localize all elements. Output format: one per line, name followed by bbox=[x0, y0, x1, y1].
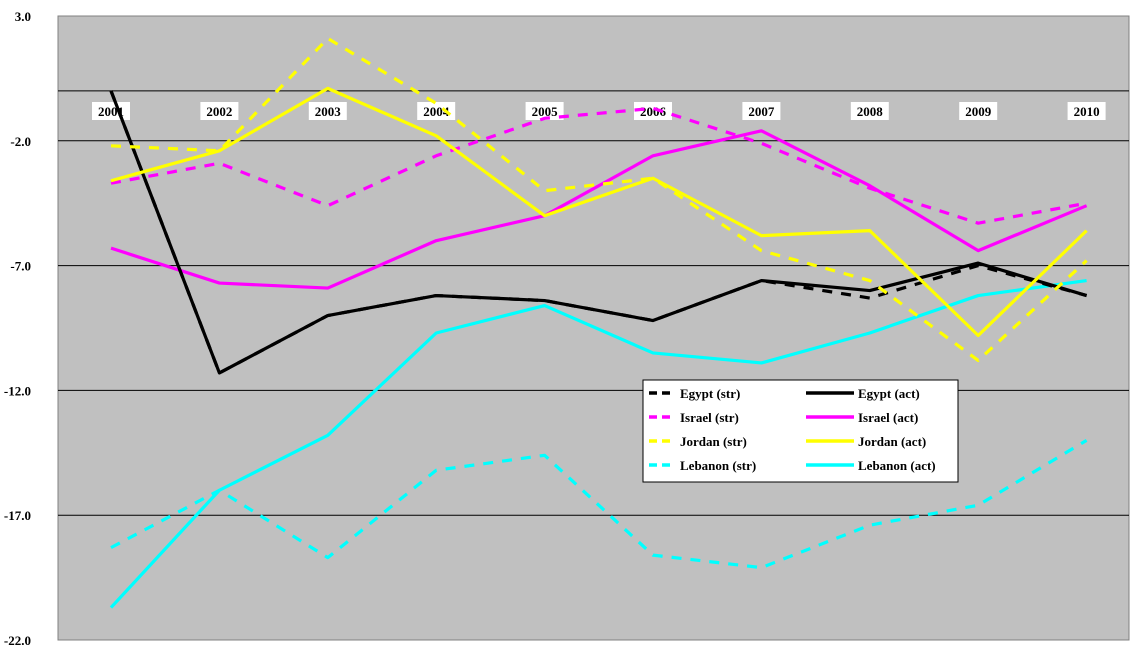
legend-label: Egypt (str) bbox=[680, 386, 740, 401]
x-tick-label-bg bbox=[417, 102, 456, 120]
legend: Egypt (str) Egypt (act) Israel (str) Israel… bbox=[642, 379, 959, 483]
y-tick-label: -17.0 bbox=[4, 508, 31, 523]
x-tick-label: 2010 bbox=[1074, 104, 1100, 119]
x-tick-label: 2005 bbox=[532, 104, 559, 119]
y-tick-label: -12.0 bbox=[4, 383, 31, 398]
legend-label: Jordan (act) bbox=[858, 434, 926, 449]
legend-box bbox=[642, 379, 959, 483]
series-line-egypt-act bbox=[109, 90, 1088, 375]
x-tick-label: 2009 bbox=[965, 104, 992, 119]
series-line-lebanon-act bbox=[109, 278, 1087, 609]
x-tick-label-bg bbox=[525, 102, 564, 120]
legend-label: Lebanon (act) bbox=[858, 458, 936, 473]
x-tick-label: 2006 bbox=[640, 104, 667, 119]
legend-label: Jordan (str) bbox=[680, 434, 747, 449]
x-tick-label-bg bbox=[1067, 102, 1106, 120]
x-tick-label: 2007 bbox=[748, 104, 775, 119]
x-tick-label: 2002 bbox=[206, 104, 232, 119]
legend-label: Lebanon (str) bbox=[680, 458, 756, 473]
series-line-jordan-act bbox=[110, 86, 1088, 338]
x-tick-label-bg bbox=[634, 102, 672, 120]
series-line-israel-str bbox=[110, 106, 1087, 225]
legend-label: Israel (str) bbox=[680, 410, 739, 425]
x-tick-label-bg bbox=[959, 102, 998, 120]
series-group bbox=[109, 36, 1088, 609]
x-tick-label-bg bbox=[850, 102, 889, 120]
y-axis-ticks: 3.0 -2.0 -7.0 -12.0 -17.0 -22.0 bbox=[4, 9, 31, 648]
legend-label: Israel (act) bbox=[858, 410, 918, 425]
legend-label: Egypt (act) bbox=[858, 386, 920, 401]
series-line-lebanon-str bbox=[110, 438, 1088, 570]
x-axis-ticks: 2001 2002 2003 2004 2005 2006 2007 2008 2009 2010 bbox=[92, 102, 1106, 120]
x-tick-label-bg bbox=[200, 102, 239, 120]
x-tick-label: 2008 bbox=[857, 104, 884, 119]
x-tick-label: 2003 bbox=[315, 104, 342, 119]
y-tick-label: 3.0 bbox=[15, 9, 31, 24]
x-tick-label-bg bbox=[742, 102, 781, 120]
y-tick-label: -7.0 bbox=[10, 259, 31, 274]
x-tick-label-bg bbox=[308, 102, 347, 120]
series-line-israel-act bbox=[110, 129, 1088, 290]
y-tick-label: -2.0 bbox=[10, 134, 31, 149]
y-tick-label: -22.0 bbox=[4, 633, 31, 648]
